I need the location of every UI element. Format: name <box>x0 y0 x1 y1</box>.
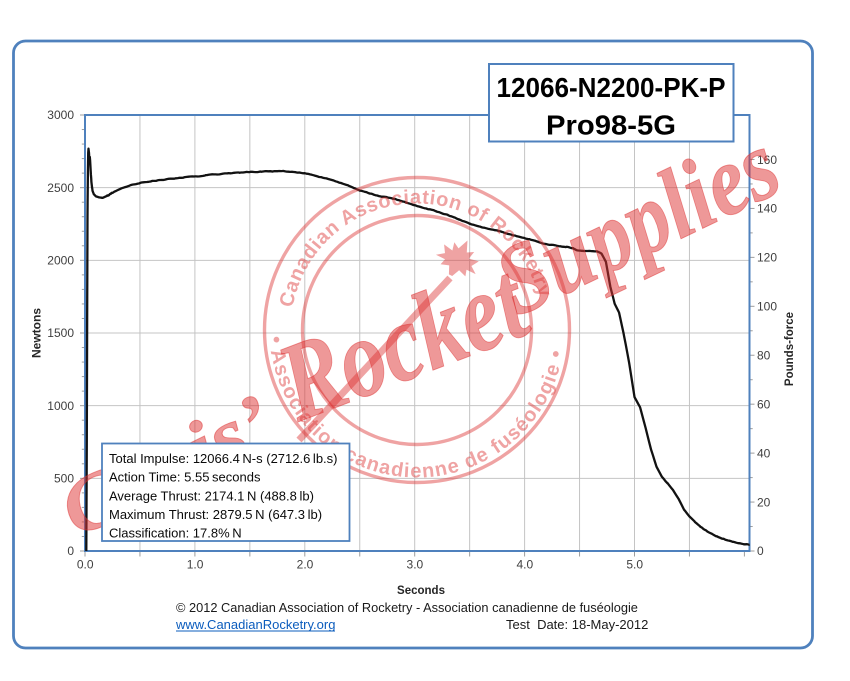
svg-text:3.0: 3.0 <box>407 558 424 572</box>
svg-text:5.0: 5.0 <box>626 558 643 572</box>
svg-text:Seconds: Seconds <box>397 585 445 597</box>
svg-text:160: 160 <box>757 153 777 167</box>
svg-text:120: 120 <box>757 251 777 265</box>
svg-text:0.0: 0.0 <box>77 558 94 572</box>
svg-text:1500: 1500 <box>47 326 74 340</box>
svg-text:60: 60 <box>757 397 771 411</box>
svg-text:1.0: 1.0 <box>187 558 204 572</box>
svg-text:2000: 2000 <box>47 254 74 268</box>
svg-text:80: 80 <box>757 349 771 363</box>
svg-text:2.0: 2.0 <box>297 558 314 572</box>
svg-text:Pro98-5G: Pro98-5G <box>546 110 676 141</box>
svg-text:100: 100 <box>757 300 777 314</box>
svg-text:www.CanadianRocketry.org: www.CanadianRocketry.org <box>175 617 335 632</box>
svg-text:500: 500 <box>54 472 74 486</box>
svg-text:40: 40 <box>757 446 771 460</box>
svg-text:140: 140 <box>757 202 777 216</box>
svg-text:2500: 2500 <box>47 181 74 195</box>
svg-text:3000: 3000 <box>47 108 74 122</box>
svg-text:0: 0 <box>757 544 764 558</box>
svg-text:© 2012 Canadian Association of: © 2012 Canadian Association of Rocketry … <box>176 600 638 615</box>
svg-text:Total Impulse: 12066.4 N-s (27: Total Impulse: 12066.4 N-s (2712.6 lb.s) <box>109 451 338 466</box>
svg-text:1000: 1000 <box>47 399 74 413</box>
svg-text:0: 0 <box>67 544 74 558</box>
svg-text:Test Date: 18-May-2012: Test Date: 18-May-2012 <box>506 617 648 632</box>
svg-text:Maximum Thrust: 2879.5 N (647.: Maximum Thrust: 2879.5 N (647.3 lb) <box>109 507 322 522</box>
svg-text:Average Thrust: 2174.1 N (488.: Average Thrust: 2174.1 N (488.8 lb) <box>109 488 314 503</box>
svg-text:20: 20 <box>757 495 771 509</box>
svg-text:Newtons: Newtons <box>30 308 44 358</box>
svg-text:Classification: 17.8% N: Classification: 17.8% N <box>109 526 242 541</box>
svg-text:12066-N2200-PK-P: 12066-N2200-PK-P <box>497 72 726 103</box>
svg-text:Action Time: 5.55 seconds: Action Time: 5.55 seconds <box>109 470 261 485</box>
svg-text:Pounds-force: Pounds-force <box>784 312 796 386</box>
svg-text:4.0: 4.0 <box>516 558 533 572</box>
